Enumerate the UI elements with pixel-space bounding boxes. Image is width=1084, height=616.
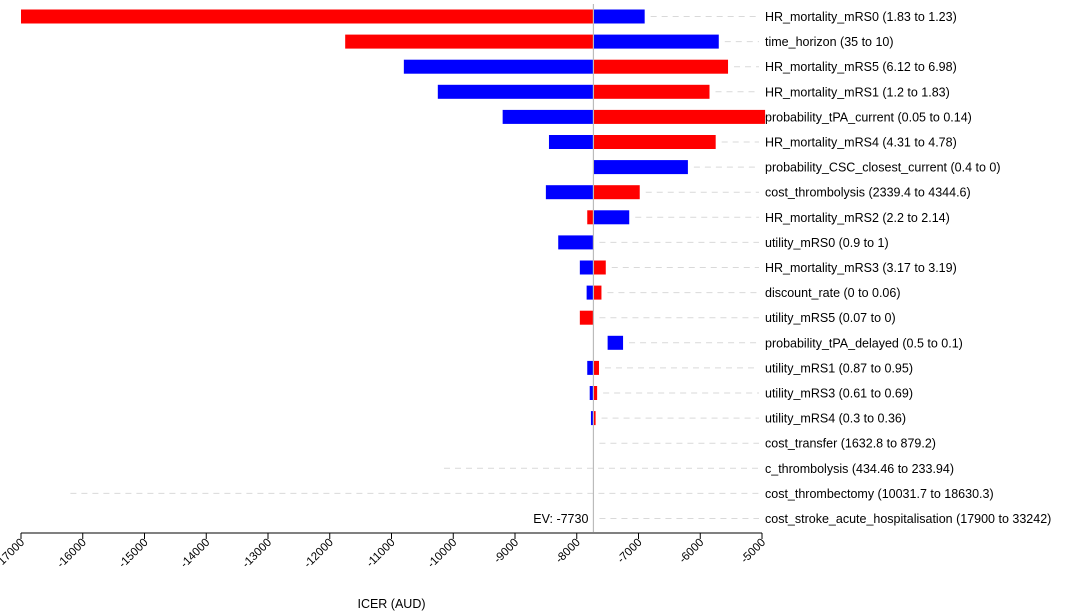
- bar-label: utility_mRS0 (0.9 to 1): [765, 236, 889, 250]
- bar-labels: HR_mortality_mRS0 (1.83 to 1.23) time_hor…: [765, 10, 1051, 526]
- bar-red: [593, 135, 716, 149]
- bar-red: [593, 285, 602, 300]
- bar-blue: [587, 360, 594, 375]
- bar-blue: [437, 84, 594, 99]
- bar-red: [21, 9, 594, 24]
- bar-label: utility_mRS1 (0.87 to 0.95): [765, 361, 913, 375]
- bar-label: utility_mRS5 (0.07 to 0): [765, 311, 896, 325]
- bars-group: [21, 9, 766, 426]
- x-tick-label: -13000: [240, 537, 274, 571]
- bar-blue: [579, 260, 594, 275]
- bar-label: c_thrombolysis (434.46 to 233.94): [765, 462, 954, 476]
- bar-blue: [403, 59, 594, 74]
- bar-blue: [589, 386, 594, 400]
- bar-label: HR_mortality_mRS5 (6.12 to 6.98): [765, 60, 957, 74]
- bar-blue: [593, 210, 630, 225]
- guide-lines: [70, 16, 772, 519]
- bar-label: utility_mRS4 (0.3 to 0.36): [765, 412, 906, 426]
- bar-red: [593, 260, 606, 275]
- x-tick-label: -11000: [364, 537, 397, 570]
- bar-label: probability_tPA_current (0.05 to 0.14): [765, 110, 972, 124]
- bar-blue: [548, 135, 594, 149]
- x-tick-label: -12000: [302, 537, 336, 571]
- bar-label: cost_thrombectomy (10031.7 to 18630.3): [765, 487, 994, 501]
- x-tick-label: -15000: [117, 537, 151, 571]
- bar-red: [593, 59, 729, 74]
- bar-red: [579, 310, 594, 325]
- bar-blue: [593, 160, 688, 175]
- x-tick-label: -10000: [426, 537, 460, 571]
- bar-label: time_horizon (35 to 10): [765, 35, 894, 49]
- x-tick-label: -7000: [615, 537, 644, 566]
- bar-blue: [558, 235, 594, 250]
- bar-red: [345, 34, 594, 49]
- bar-label: utility_mRS3 (0.61 to 0.69): [765, 387, 913, 401]
- bar-label: cost_transfer (1632.8 to 879.2): [765, 437, 936, 451]
- bar-blue: [590, 411, 594, 426]
- bar-blue: [593, 34, 719, 49]
- bar-blue: [545, 185, 594, 200]
- bar-label: HR_mortality_mRS2 (2.2 to 2.14): [765, 211, 950, 225]
- bar-label: probability_tPA_delayed (0.5 to 0.1): [765, 336, 963, 350]
- bar-label: HR_mortality_mRS3 (3.17 to 3.19): [765, 261, 957, 275]
- x-tick-label: -8000: [554, 537, 583, 566]
- bar-blue: [586, 285, 594, 300]
- bar-red: [593, 411, 596, 426]
- x-axis-title: ICER (AUD): [357, 597, 425, 611]
- x-tick-label: -5000: [739, 537, 768, 566]
- bar-red: [593, 84, 710, 99]
- bar-red: [593, 386, 598, 400]
- bar-red: [587, 210, 594, 225]
- x-axis: -17000 -16000 -15000 -14000 -13000 -12000 -110…: [0, 532, 768, 571]
- x-tick-label: -17000: [0, 537, 27, 571]
- bar-label: cost_thrombolysis (2339.4 to 4344.6): [765, 186, 971, 200]
- x-tick-label: -6000: [677, 537, 706, 566]
- x-tick-label: -16000: [55, 537, 89, 571]
- ev-label: EV: -7730: [533, 512, 588, 526]
- bar-label: HR_mortality_mRS4 (4.31 to 4.78): [765, 136, 957, 150]
- bar-label: cost_stroke_acute_hospitalisation (17900…: [765, 512, 1051, 526]
- bar-blue: [607, 335, 624, 350]
- bar-blue: [593, 9, 645, 24]
- x-tick-label: -9000: [492, 537, 521, 566]
- bar-red: [593, 360, 599, 375]
- bar-label: discount_rate (0 to 0.06): [765, 286, 901, 300]
- bar-red: [593, 109, 766, 124]
- bar-red: [593, 185, 640, 200]
- bar-label: HR_mortality_mRS1 (1.2 to 1.83): [765, 85, 950, 99]
- bar-label: probability_CSC_closest_current (0.4 to …: [765, 161, 1001, 175]
- bar-blue: [502, 109, 594, 124]
- bar-label: HR_mortality_mRS0 (1.83 to 1.23): [765, 10, 957, 24]
- x-tick-label: -14000: [179, 537, 213, 571]
